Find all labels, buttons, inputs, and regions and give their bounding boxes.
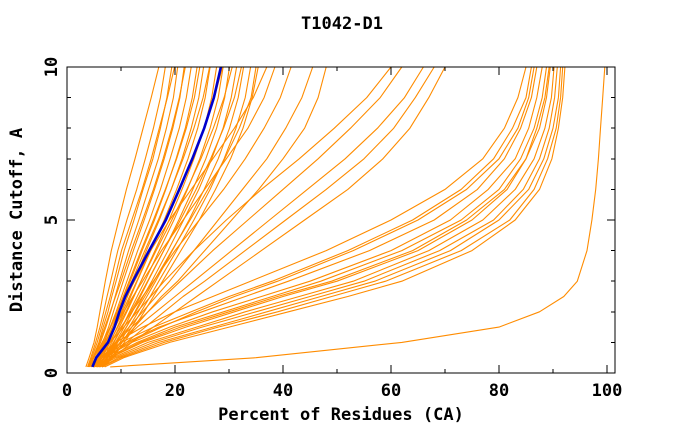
model-curve [93, 66, 543, 368]
y-tick-label: 10 [42, 57, 62, 77]
model-curve [90, 66, 532, 368]
x-tick-label: 80 [489, 381, 509, 401]
model-curve [94, 66, 205, 368]
reference-curve [91, 66, 223, 368]
model-curve [93, 66, 538, 368]
model-curve [89, 66, 179, 368]
tick-labels: 0 20 40 60 80 100 0 5 10 [42, 57, 622, 401]
y-axis-label: Distance Cutoff, A [7, 128, 27, 312]
model-curve [86, 66, 166, 368]
model-curves [85, 66, 606, 368]
model-curve [87, 66, 176, 368]
model-curve [90, 66, 276, 368]
model-curve [99, 66, 558, 368]
axis-ticks [66, 66, 615, 374]
x-tick-label: 40 [273, 381, 293, 401]
model-curve [88, 66, 173, 368]
model-curve [96, 66, 424, 368]
x-tick-label: 20 [165, 381, 185, 401]
model-curve [90, 66, 392, 368]
model-curve [99, 66, 555, 368]
model-curve [110, 66, 606, 368]
model-curve [96, 66, 548, 368]
x-axis-label: Percent of Residues (CA) [218, 405, 464, 425]
model-curve [93, 66, 535, 368]
model-curve [101, 66, 564, 368]
y-tick-label: 0 [42, 368, 62, 378]
x-tick-label: 0 [62, 381, 72, 401]
chart-title: T1042-D1 [301, 14, 383, 34]
model-curve [88, 66, 527, 368]
model-curve [93, 66, 403, 368]
reference-model-curve [91, 66, 223, 368]
x-tick-label: 100 [592, 381, 623, 401]
model-curve [104, 66, 566, 368]
y-tick-label: 5 [42, 215, 62, 225]
model-curve [99, 66, 550, 368]
model-curve [88, 66, 268, 368]
model-curve [99, 66, 435, 368]
model-curve [88, 66, 186, 368]
model-curve [101, 66, 562, 368]
model-curve [91, 66, 201, 368]
x-tick-label: 60 [381, 381, 401, 401]
model-curve [95, 66, 233, 368]
model-curve [85, 66, 160, 368]
model-curve [96, 66, 551, 368]
model-curve [97, 66, 242, 368]
